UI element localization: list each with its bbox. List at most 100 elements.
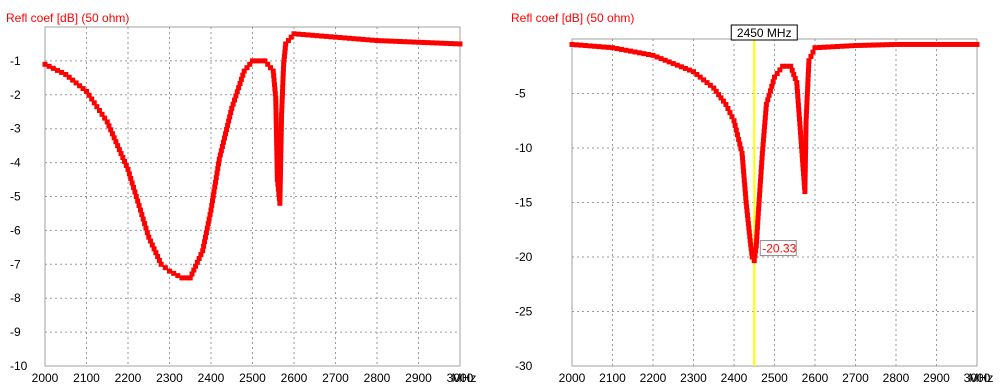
data-point	[228, 110, 234, 116]
data-point	[758, 164, 764, 170]
data-point	[641, 51, 647, 57]
x-tick-label: 3000	[964, 371, 991, 385]
data-point	[974, 41, 980, 47]
data-point	[784, 63, 790, 69]
data-point	[158, 261, 164, 267]
data-point	[351, 36, 357, 42]
data-point	[271, 73, 277, 79]
data-point	[94, 104, 100, 110]
data-point	[223, 131, 229, 137]
data-point	[272, 86, 278, 92]
data-point	[448, 41, 454, 47]
data-point	[73, 80, 79, 86]
x-tick-label: 2800	[883, 371, 910, 385]
data-point	[804, 90, 810, 96]
data-point	[111, 135, 117, 141]
data-point	[278, 143, 284, 149]
data-point	[278, 161, 284, 167]
data-point	[167, 268, 172, 274]
data-point	[760, 142, 766, 148]
data-point	[274, 163, 280, 169]
data-point	[806, 62, 812, 68]
data-point	[752, 253, 758, 259]
data-point	[136, 203, 142, 209]
data-point	[754, 234, 760, 240]
data-point	[907, 41, 912, 47]
data-point	[799, 143, 804, 149]
data-point	[817, 44, 822, 50]
reflection-chart-left: Refl coef [dB] (50 ohm) -1 -2 -3 -4 -5 -6 -7 -8 -…	[6, 11, 476, 385]
data-point	[916, 41, 921, 47]
data-point	[803, 135, 809, 141]
data-point	[201, 243, 207, 249]
data-point	[795, 102, 801, 108]
data-point	[628, 48, 633, 54]
data-point	[760, 137, 766, 143]
data-point	[803, 140, 809, 146]
data-point	[806, 58, 812, 64]
data-point	[220, 139, 226, 145]
data-point	[198, 252, 204, 258]
data-point	[66, 74, 72, 80]
x-tick-label: 2600	[802, 371, 829, 385]
data-point	[280, 84, 286, 90]
y-tick-label: -15	[515, 196, 533, 210]
data-point	[666, 59, 672, 65]
data-point	[743, 200, 749, 205]
x-tick-label: 2800	[364, 371, 391, 385]
data-point	[741, 173, 747, 179]
data-point	[821, 44, 827, 50]
data-point	[804, 99, 810, 105]
data-point	[762, 115, 768, 121]
x-tick-label: 2200	[115, 371, 142, 385]
chart-panel-left: Refl coef [dB] (50 ohm) -1 -2 -3 -4 -5 -6 -7 -8 -…	[0, 0, 500, 385]
data-point	[187, 275, 193, 281]
data-point	[691, 69, 696, 75]
x-tick-label: 2100	[599, 371, 626, 385]
x-tick-label: 2300	[156, 371, 183, 385]
data-point	[761, 128, 767, 134]
data-point	[601, 44, 606, 50]
data-point	[770, 79, 776, 85]
data-point	[277, 178, 283, 184]
data-point	[273, 113, 279, 119]
data-point	[803, 113, 809, 119]
data-point	[701, 77, 707, 83]
data-point	[149, 242, 155, 248]
data-point	[388, 38, 394, 44]
data-point	[89, 96, 95, 102]
y-tick-label: -7	[10, 257, 21, 271]
data-point	[278, 130, 284, 136]
data-point	[789, 67, 795, 73]
y-tick-label: -20	[515, 250, 533, 264]
data-point	[772, 74, 777, 80]
data-point	[279, 103, 285, 109]
data-point	[126, 171, 132, 177]
data-point	[765, 97, 771, 103]
x-axis-unit: MHz	[969, 371, 994, 385]
data-point	[425, 40, 431, 46]
data-point	[866, 42, 872, 48]
data-point	[131, 184, 137, 190]
x-tick-label: 2700	[842, 371, 869, 385]
data-point	[70, 77, 76, 83]
data-point	[142, 221, 148, 227]
data-point	[802, 171, 808, 177]
data-point	[808, 53, 814, 59]
data-point	[42, 61, 48, 67]
chart-panel-right: Refl coef [dB] (50 ohm) -5 -10 -15 -20 -25 -30…	[505, 0, 1005, 385]
data-point	[802, 166, 808, 172]
data-point	[213, 175, 219, 181]
data-point	[754, 229, 760, 235]
data-point	[241, 68, 247, 74]
data-point	[745, 212, 750, 218]
data-point	[104, 119, 110, 125]
data-point	[805, 67, 811, 73]
data-point	[804, 104, 810, 110]
data-point	[788, 63, 794, 69]
data-point	[271, 77, 277, 83]
data-point	[189, 271, 195, 277]
data-point	[221, 135, 227, 141]
data-point	[605, 44, 611, 50]
data-point	[751, 258, 757, 264]
